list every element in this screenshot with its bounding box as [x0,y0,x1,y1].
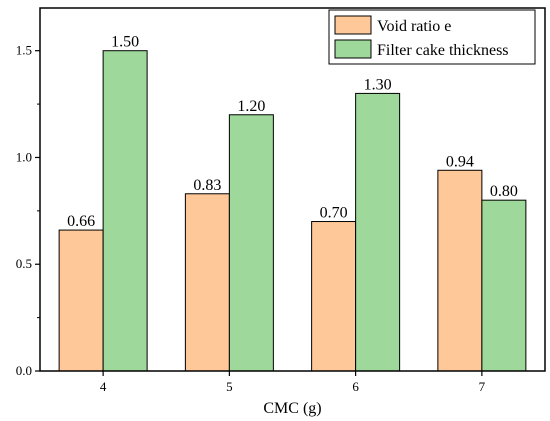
legend: Void ratio e Filter cake thickness [328,9,536,65]
bar-filter-cake-5 [228,114,274,372]
data-label-filter-cake-6: 1.30 [364,76,392,93]
x-axis: 4 5 6 7 [100,371,486,394]
data-label-filter-cake-7: 0.80 [490,183,518,200]
bar-void-ratio-7 [437,169,483,372]
legend-label-filter-cake: Filter cake thickness [377,42,509,59]
y-tick-label: 1.0 [16,149,32,164]
bar-filter-cake-6 [355,92,401,372]
bar-void-ratio-4 [58,229,104,372]
legend-swatch-void-ratio [334,15,372,35]
bar-void-ratio-5 [184,193,230,372]
y-tick-label: 0.5 [16,256,32,271]
x-tick-label: 5 [226,379,233,394]
bar-void-ratio-6 [311,221,357,372]
y-tick-label: 0.0 [16,363,32,378]
data-label-void-ratio-7: 0.94 [446,153,474,170]
data-label-void-ratio-6: 0.70 [320,205,348,222]
data-labels-layer: 0.66 1.50 0.83 1.20 0.70 1.30 0.94 0.80 [67,34,518,230]
data-label-void-ratio-5: 0.83 [193,177,221,194]
data-label-filter-cake-5: 1.20 [237,98,265,115]
y-tick-label: 1.5 [16,43,32,58]
plot-frame [39,7,546,372]
x-tick-label: 4 [100,379,107,394]
x-tick-label: 7 [479,379,486,394]
data-label-filter-cake-4: 1.50 [111,34,139,51]
x-axis-label: CMC (g) [263,400,321,417]
x-tick-label: 6 [352,379,359,394]
legend-swatch-filter-cake [334,39,372,59]
bar-filter-cake-7 [481,199,527,372]
bars-layer [58,50,527,372]
bar-filter-cake-4 [102,50,148,372]
legend-label-void-ratio: Void ratio e [377,18,451,35]
data-label-void-ratio-4: 0.66 [67,213,95,230]
y-axis: 0.0 0.5 1.0 1.5 [16,43,40,378]
